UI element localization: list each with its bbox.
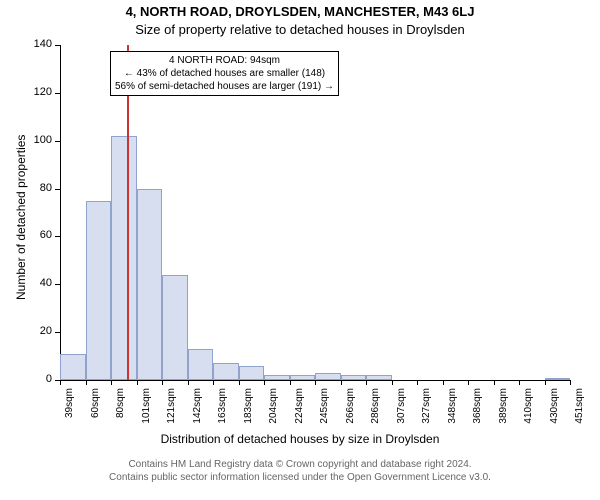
- y-tick-label: 40: [28, 277, 52, 289]
- x-tick-label: 39sqm: [64, 388, 75, 428]
- chart-title-address: 4, NORTH ROAD, DROYLSDEN, MANCHESTER, M4…: [0, 4, 600, 19]
- footer-line1: Contains HM Land Registry data © Crown c…: [0, 458, 600, 471]
- x-tick-mark: [86, 380, 87, 385]
- y-tick-mark: [55, 141, 60, 142]
- x-tick-label: 451sqm: [574, 388, 585, 428]
- x-axis-label: Distribution of detached houses by size …: [0, 432, 600, 446]
- y-tick-mark: [55, 45, 60, 46]
- x-tick-mark: [239, 380, 240, 385]
- y-tick-mark: [55, 284, 60, 285]
- y-tick-mark: [55, 332, 60, 333]
- histogram-bar: [137, 189, 163, 380]
- y-tick-label: 60: [28, 229, 52, 241]
- x-tick-label: 224sqm: [294, 388, 305, 428]
- callout-line3: 56% of semi-detached houses are larger (…: [115, 80, 334, 93]
- y-tick-label: 100: [28, 134, 52, 146]
- x-tick-mark: [341, 380, 342, 385]
- x-tick-mark: [366, 380, 367, 385]
- histogram-bar: [213, 363, 239, 380]
- x-tick-mark: [264, 380, 265, 385]
- x-tick-label: 266sqm: [345, 388, 356, 428]
- x-tick-label: 389sqm: [498, 388, 509, 428]
- x-tick-mark: [494, 380, 495, 385]
- x-tick-label: 163sqm: [217, 388, 228, 428]
- x-tick-mark: [468, 380, 469, 385]
- x-tick-label: 121sqm: [166, 388, 177, 428]
- x-tick-mark: [519, 380, 520, 385]
- x-tick-mark: [213, 380, 214, 385]
- y-tick-label: 0: [28, 373, 52, 385]
- x-tick-mark: [137, 380, 138, 385]
- y-axis-label: Number of detached properties: [14, 135, 28, 300]
- x-tick-mark: [188, 380, 189, 385]
- histogram-bar: [545, 378, 571, 380]
- histogram-bar: [162, 275, 188, 380]
- x-tick-mark: [162, 380, 163, 385]
- footer-line2: Contains public sector information licen…: [0, 471, 600, 484]
- histogram-bar: [264, 375, 290, 380]
- x-tick-mark: [111, 380, 112, 385]
- histogram-bar: [366, 375, 392, 380]
- x-tick-mark: [417, 380, 418, 385]
- histogram-bar: [60, 354, 86, 380]
- histogram-bar: [239, 366, 265, 380]
- property-callout: 4 NORTH ROAD: 94sqm← 43% of detached hou…: [110, 51, 339, 96]
- x-tick-label: 286sqm: [370, 388, 381, 428]
- x-tick-mark: [60, 380, 61, 385]
- plot-area: 02040608010012014039sqm60sqm80sqm101sqm1…: [60, 45, 570, 380]
- histogram-bar: [290, 375, 316, 380]
- x-tick-label: 60sqm: [90, 388, 101, 428]
- y-tick-mark: [55, 93, 60, 94]
- callout-line1: 4 NORTH ROAD: 94sqm: [115, 54, 334, 67]
- chart-title-desc: Size of property relative to detached ho…: [0, 22, 600, 37]
- x-tick-mark: [290, 380, 291, 385]
- x-tick-mark: [315, 380, 316, 385]
- x-tick-label: 204sqm: [268, 388, 279, 428]
- y-tick-label: 80: [28, 182, 52, 194]
- x-tick-label: 307sqm: [396, 388, 407, 428]
- x-tick-mark: [545, 380, 546, 385]
- x-tick-label: 142sqm: [192, 388, 203, 428]
- histogram-bar: [86, 201, 112, 380]
- x-tick-label: 430sqm: [549, 388, 560, 428]
- x-tick-label: 245sqm: [319, 388, 330, 428]
- x-tick-label: 101sqm: [141, 388, 152, 428]
- histogram-bar: [188, 349, 214, 380]
- y-tick-label: 20: [28, 325, 52, 337]
- x-tick-mark: [443, 380, 444, 385]
- histogram-bar: [315, 373, 341, 380]
- histogram-bar: [111, 136, 137, 380]
- chart-footer: Contains HM Land Registry data © Crown c…: [0, 458, 600, 484]
- y-tick-mark: [55, 236, 60, 237]
- x-tick-label: 80sqm: [115, 388, 126, 428]
- x-tick-label: 183sqm: [243, 388, 254, 428]
- histogram-bar: [341, 375, 367, 380]
- x-tick-mark: [570, 380, 571, 385]
- x-tick-label: 348sqm: [447, 388, 458, 428]
- y-tick-label: 120: [28, 86, 52, 98]
- x-tick-label: 410sqm: [523, 388, 534, 428]
- y-tick-label: 140: [28, 38, 52, 50]
- x-tick-label: 368sqm: [472, 388, 483, 428]
- x-tick-label: 327sqm: [421, 388, 432, 428]
- y-axis-line: [60, 45, 61, 380]
- x-tick-mark: [392, 380, 393, 385]
- y-tick-mark: [55, 189, 60, 190]
- callout-line2: ← 43% of detached houses are smaller (14…: [115, 67, 334, 80]
